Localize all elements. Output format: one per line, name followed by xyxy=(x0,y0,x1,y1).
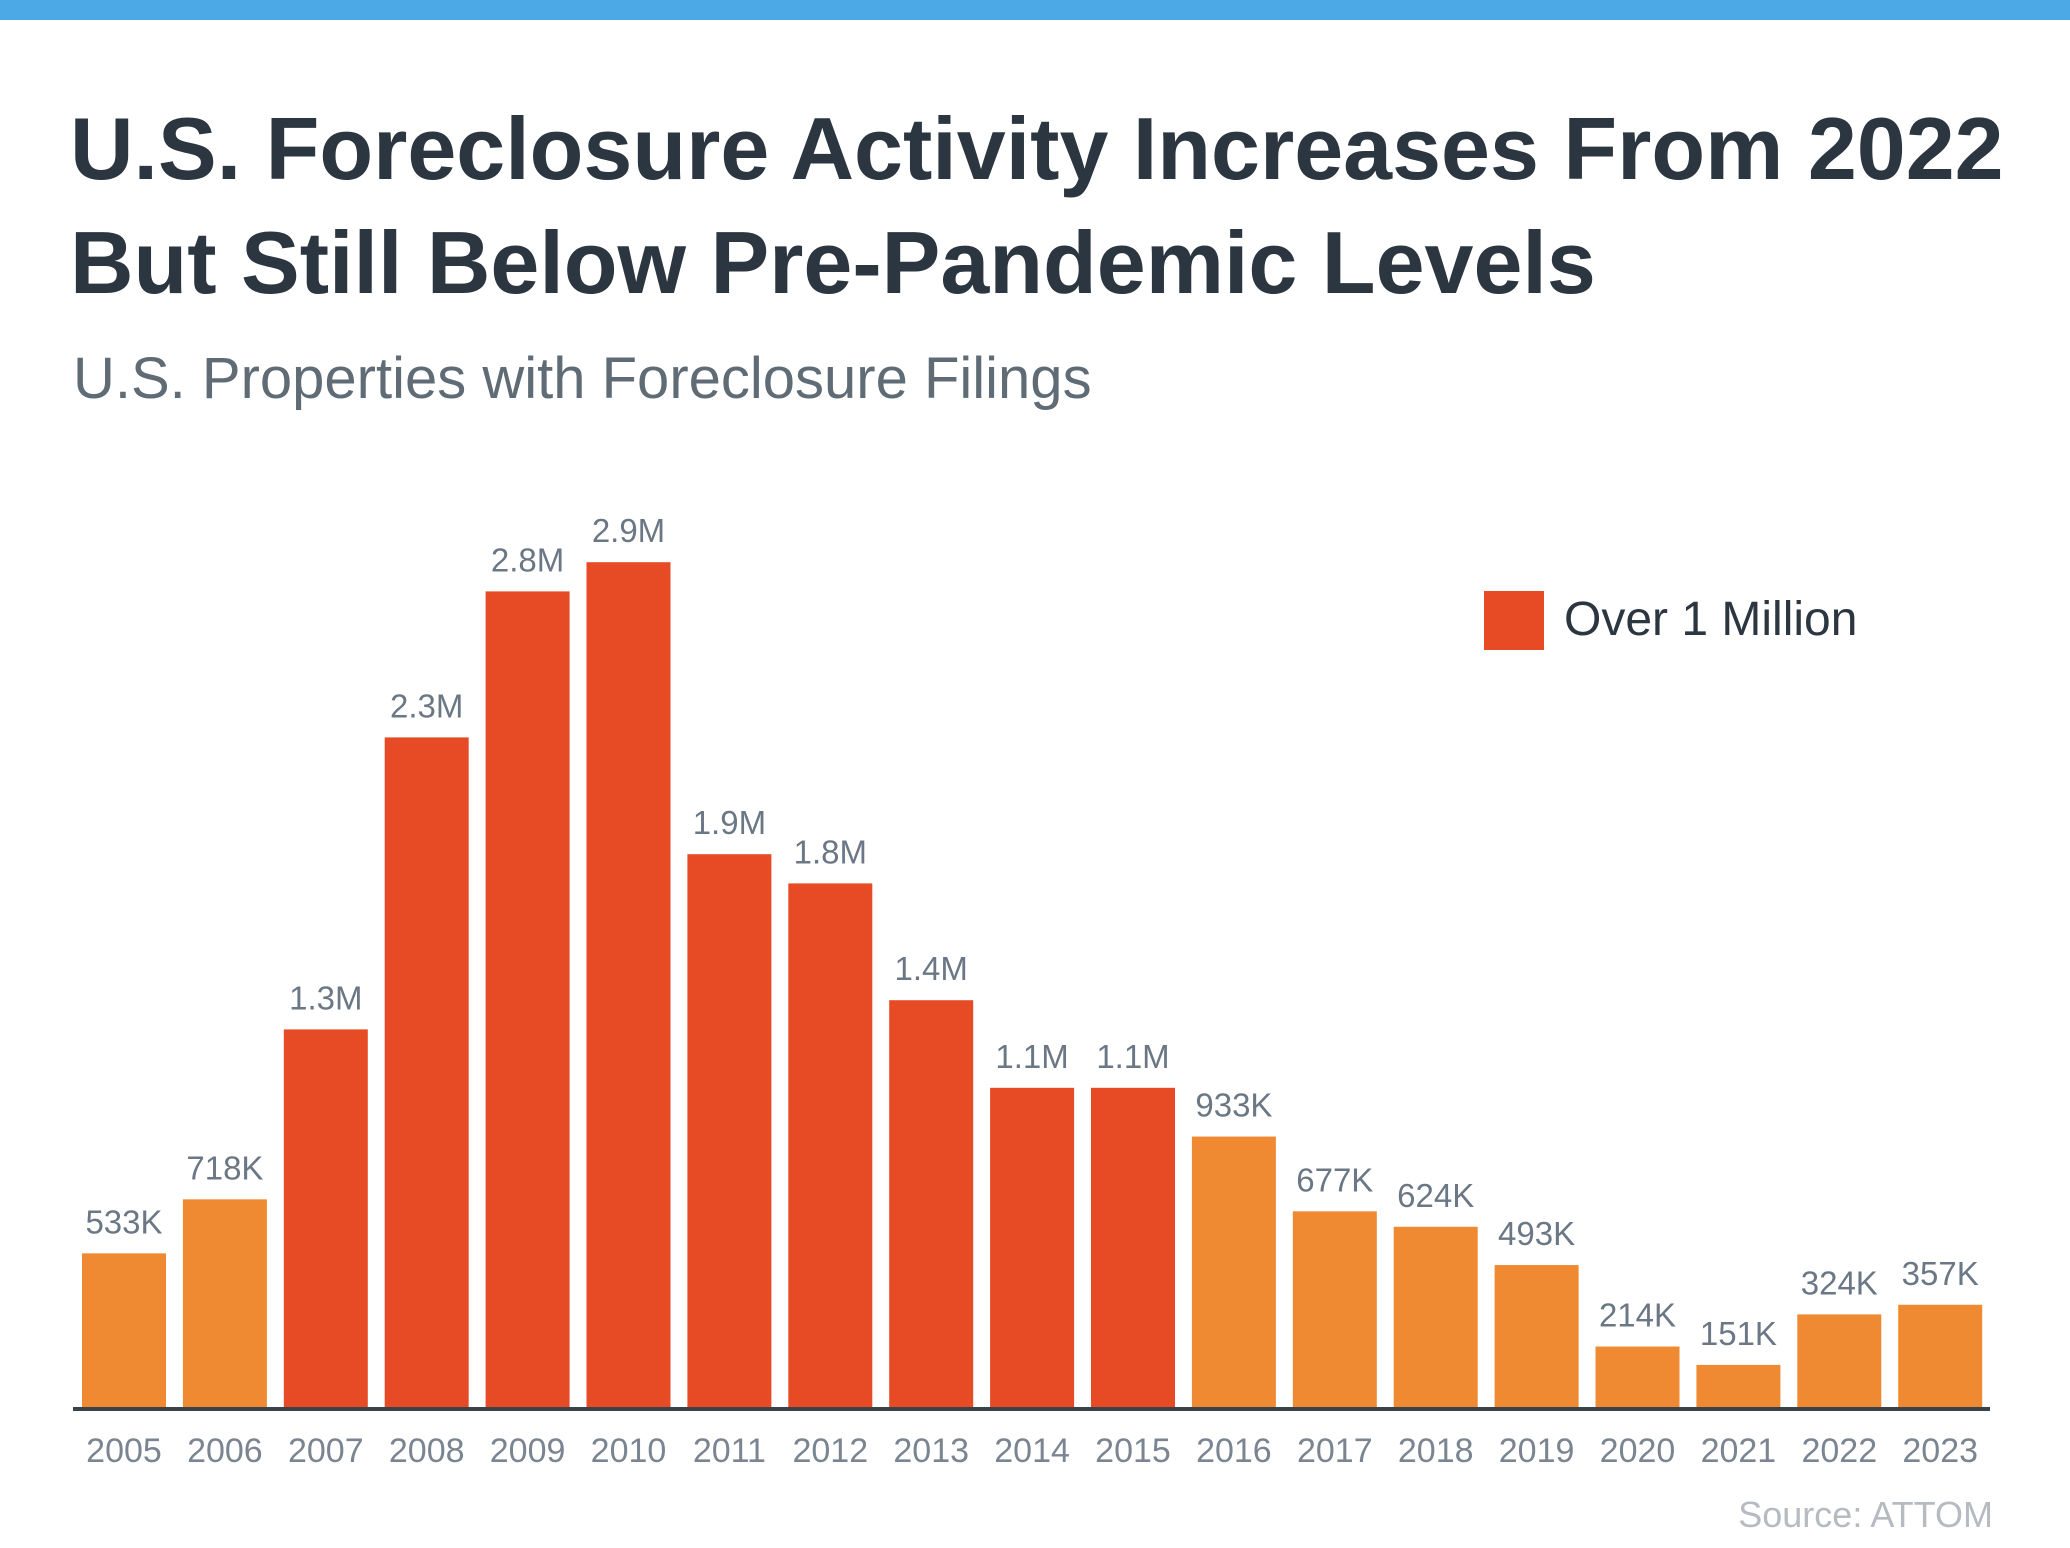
bar-2020 xyxy=(1595,1346,1680,1409)
x-tick-label-2011: 2011 xyxy=(693,1432,766,1470)
bar-2018 xyxy=(1393,1226,1478,1409)
bar-2006 xyxy=(182,1199,267,1409)
bar-2015 xyxy=(1091,1087,1175,1409)
bar-2008 xyxy=(384,737,469,1409)
x-tick-label-2021: 2021 xyxy=(1701,1432,1777,1470)
data-label-2022: 324K xyxy=(1801,1264,1878,1301)
bar-2019 xyxy=(1494,1265,1579,1409)
data-label-2015: 1.1M xyxy=(1096,1038,1169,1075)
source-note: Source: ATTOM xyxy=(1738,1494,1993,1535)
data-label-2020: 214K xyxy=(1599,1297,1676,1334)
data-label-2023: 357K xyxy=(1902,1255,1979,1292)
x-tick-label-2017: 2017 xyxy=(1297,1432,1373,1470)
x-tick-label-2008: 2008 xyxy=(389,1432,465,1470)
x-tick-label-2020: 2020 xyxy=(1600,1432,1676,1470)
x-tick-label-2010: 2010 xyxy=(591,1432,667,1470)
x-tick-label-2014: 2014 xyxy=(994,1432,1070,1470)
data-label-2019: 493K xyxy=(1498,1215,1575,1252)
x-tick-label-2019: 2019 xyxy=(1499,1432,1575,1470)
x-tick-label-2012: 2012 xyxy=(792,1432,868,1470)
chart-subtitle: U.S. Properties with Foreclosure Filings xyxy=(73,346,1092,411)
data-label-2005: 533K xyxy=(85,1203,162,1240)
data-label-2009: 2.8M xyxy=(491,541,564,578)
bar-2014 xyxy=(990,1087,1075,1409)
data-label-2008: 2.3M xyxy=(390,687,463,724)
data-label-2013: 1.4M xyxy=(895,950,968,987)
bar-2012 xyxy=(788,883,873,1409)
data-label-2010: 2.9M xyxy=(592,512,665,549)
data-label-2012: 1.8M xyxy=(794,833,867,870)
data-label-2011: 1.9M xyxy=(693,804,766,841)
bar-2013 xyxy=(889,1000,974,1409)
x-tick-label-2005: 2005 xyxy=(86,1432,162,1470)
data-label-2018: 624K xyxy=(1397,1177,1474,1214)
bars: 533K 2005 718K 2006 1.3M 2007 2.3M 2008 2.8M 2009… xyxy=(82,512,1983,1470)
x-tick-label-2023: 2023 xyxy=(1902,1432,1978,1470)
x-tick-label-2015: 2015 xyxy=(1095,1432,1171,1470)
x-tick-label-2007: 2007 xyxy=(288,1432,364,1470)
bar-2007 xyxy=(283,1029,368,1409)
legend-swatch-over-million xyxy=(1484,591,1544,650)
bar-2011 xyxy=(687,854,772,1409)
chart-title: U.S. Foreclosure Activity Increases From… xyxy=(70,99,2004,312)
x-tick-label-2009: 2009 xyxy=(490,1432,566,1470)
data-label-2006: 718K xyxy=(186,1149,263,1186)
legend: Over 1 Million xyxy=(1484,591,1857,650)
x-tick-label-2022: 2022 xyxy=(1801,1432,1877,1470)
top-accent-bar xyxy=(0,0,2070,20)
x-tick-label-2013: 2013 xyxy=(893,1432,969,1470)
data-label-2017: 677K xyxy=(1296,1161,1373,1198)
bar-2022 xyxy=(1797,1314,1882,1409)
bar-2005 xyxy=(82,1253,166,1409)
x-tick-label-2018: 2018 xyxy=(1398,1432,1474,1470)
bar-2021 xyxy=(1696,1364,1781,1409)
bar-2009 xyxy=(485,591,570,1409)
data-label-2007: 1.3M xyxy=(289,979,362,1016)
data-label-2016: 933K xyxy=(1195,1087,1272,1124)
bar-2023 xyxy=(1898,1304,1983,1409)
bar-2017 xyxy=(1292,1211,1377,1409)
bar-2010 xyxy=(586,562,671,1409)
bar-2016 xyxy=(1191,1136,1276,1409)
legend-label: Over 1 Million xyxy=(1564,593,1857,646)
data-label-2021: 151K xyxy=(1700,1315,1777,1352)
x-tick-label-2006: 2006 xyxy=(187,1432,263,1470)
data-label-2014: 1.1M xyxy=(995,1038,1068,1075)
x-tick-label-2016: 2016 xyxy=(1196,1432,1272,1470)
